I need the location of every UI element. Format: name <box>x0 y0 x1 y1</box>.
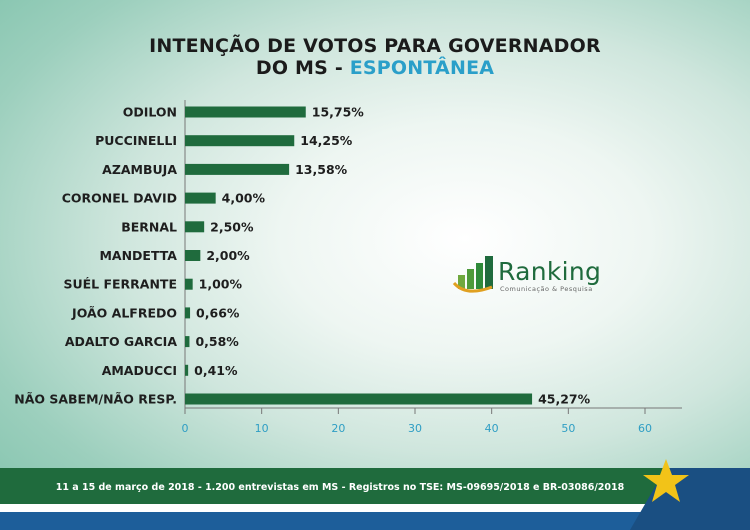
category-label: PUCCINELLI <box>95 133 177 148</box>
bar <box>185 106 306 118</box>
chart-title-accent: ESPONTÂNEA <box>349 57 495 79</box>
value-label: 0,66% <box>196 305 240 320</box>
category-label: ODILON <box>123 105 177 120</box>
x-tick-label: 0 <box>182 422 189 435</box>
value-label: 4,00% <box>222 191 266 206</box>
category-label: BERNAL <box>121 219 177 234</box>
footer-text: 11 a 15 de março de 2018 - 1.200 entrevi… <box>55 482 625 493</box>
chart-title-main: DO MS <box>255 57 328 79</box>
footer-band: 11 a 15 de março de 2018 - 1.200 entrevi… <box>0 468 750 530</box>
category-label: CORONEL DAVID <box>62 191 177 206</box>
category-label: AMADUCCI <box>102 363 177 378</box>
value-label: 2,00% <box>206 248 250 263</box>
x-tick-label: 60 <box>638 422 652 435</box>
ranking-logo-tagline: Comunicação & Pesquisa <box>500 285 593 293</box>
category-label: JOÃO ALFREDO <box>71 305 177 320</box>
value-label: 2,50% <box>210 219 254 234</box>
chart-title-line2: DO MS - ESPONTÂNEA <box>0 57 750 79</box>
value-label: 0,41% <box>194 363 238 378</box>
bar <box>185 250 201 261</box>
ranking-logo-icon <box>452 256 493 293</box>
value-label: 1,00% <box>199 277 243 292</box>
category-label: ADALTO GARCIA <box>65 334 178 349</box>
ranking-logo-name: Ranking <box>498 257 602 286</box>
category-label: MANDETTA <box>99 248 177 263</box>
x-tick-label: 10 <box>255 422 269 435</box>
chart-title-separator: - <box>334 57 343 79</box>
bar-chart: 0 10 20 30 40 50 60 ODILON 15,75% PUCCINELLI 14,25… <box>14 100 682 435</box>
value-label: 13,58% <box>295 162 348 177</box>
category-label: AZAMBUJA <box>102 162 177 177</box>
category-label: NÃO SABEM/NÃO RESP. <box>14 392 177 407</box>
x-tick-label: 30 <box>408 422 422 435</box>
bar <box>185 393 533 405</box>
bar <box>185 163 290 175</box>
bar <box>185 336 190 348</box>
x-tick-label: 50 <box>561 422 575 435</box>
chart-title-line1: INTENÇÃO DE VOTOS PARA GOVERNADOR <box>149 35 601 57</box>
ranking-logo: Ranking Comunicação & Pesquisa <box>452 253 602 298</box>
bar <box>185 278 193 290</box>
chart-title: INTENÇÃO DE VOTOS PARA GOVERNADOR DO MS … <box>0 35 750 79</box>
value-label: 45,27% <box>538 392 591 407</box>
footer-green-band <box>0 468 750 508</box>
footer-blue-band <box>0 508 750 530</box>
bar <box>185 135 295 147</box>
bar <box>185 192 216 204</box>
x-tick-label: 40 <box>485 422 499 435</box>
value-label: 15,75% <box>312 105 365 120</box>
star-icon <box>643 459 689 502</box>
bar <box>185 307 191 319</box>
category-label: SUÉL FERRANTE <box>63 277 177 292</box>
footer-white-stripe <box>0 504 700 512</box>
value-label: 0,58% <box>195 334 239 349</box>
x-tick-label: 20 <box>331 422 345 435</box>
bar <box>185 364 189 376</box>
bar <box>185 221 205 233</box>
value-label: 14,25% <box>300 133 353 148</box>
